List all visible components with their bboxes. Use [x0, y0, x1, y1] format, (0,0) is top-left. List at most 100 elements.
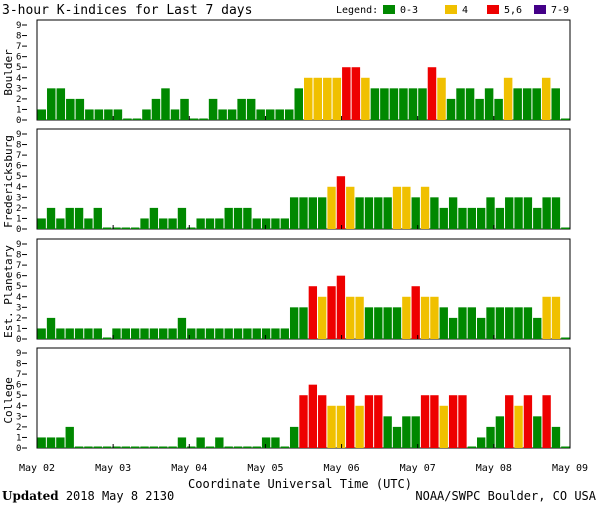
y-tick-label: 1 [16, 433, 21, 443]
k-bar [159, 218, 168, 229]
k-bar [318, 395, 327, 448]
k-bar [46, 317, 56, 339]
k-bar [84, 218, 93, 229]
k-bar [532, 88, 541, 120]
k-bar [196, 437, 205, 448]
k-bar [437, 77, 446, 120]
k-bar [131, 227, 140, 229]
k-bar [224, 446, 233, 448]
k-bar [327, 286, 336, 339]
k-bar [280, 446, 289, 448]
k-bar [476, 317, 486, 339]
k-bar [74, 328, 84, 339]
x-tick-label: May 04 [171, 463, 207, 474]
k-bar [551, 296, 561, 339]
y-tick-label: 8 [16, 360, 21, 370]
k-bar [505, 307, 514, 339]
k-bar [364, 395, 374, 448]
k-bar [522, 88, 532, 120]
k-bar [140, 446, 149, 448]
k-bar [561, 227, 570, 229]
k-bar [446, 98, 456, 120]
k-bar [467, 207, 476, 229]
k-bar [215, 328, 224, 339]
k-bar [252, 328, 261, 339]
k-bar [289, 426, 299, 448]
k-bar [418, 88, 427, 120]
k-bar [289, 197, 299, 229]
k-bar [177, 437, 187, 448]
legend-item-label: 7-9 [551, 5, 569, 16]
k-bar [261, 218, 271, 229]
k-bar [439, 405, 448, 448]
y-tick-label: 3 [16, 412, 21, 422]
k-bar [84, 328, 93, 339]
k-bar [168, 328, 177, 339]
k-bar [243, 207, 252, 229]
k-bar [46, 437, 56, 448]
k-bar [380, 88, 389, 120]
k-bar [131, 328, 140, 339]
k-bar [112, 328, 121, 339]
k-bar [551, 197, 561, 229]
k-bar [84, 446, 93, 448]
y-tick-label: 6 [16, 272, 21, 282]
y-tick-label: 5 [16, 63, 21, 73]
k-bar [523, 395, 533, 448]
k-bar [187, 446, 196, 448]
y-tick-label: 5 [16, 282, 21, 292]
k-bar [246, 98, 256, 120]
k-bar [327, 405, 336, 448]
k-bar [383, 197, 392, 229]
k-bar [280, 218, 289, 229]
k-bar [318, 197, 327, 229]
k-bar [392, 307, 402, 339]
k-bar [392, 426, 402, 448]
k-bar [208, 98, 218, 120]
x-tick-label: May 07 [400, 463, 436, 474]
x-tick-label: May 06 [324, 463, 360, 474]
y-tick-label: 4 [16, 402, 21, 412]
k-bar [355, 405, 364, 448]
k-bar [121, 227, 131, 229]
k-bar [513, 88, 522, 120]
k-bar [299, 197, 308, 229]
y-tick-label: 8 [16, 32, 21, 42]
footer-updated: Updated 2018 May 8 2130 [2, 489, 174, 503]
k-bar [514, 405, 523, 448]
k-bar [323, 77, 332, 120]
y-tick-label: 2 [16, 423, 21, 433]
k-bar [439, 307, 448, 339]
k-bar [542, 197, 551, 229]
k-bar [46, 207, 56, 229]
k-bar [93, 446, 102, 448]
k-bar [189, 118, 199, 120]
legend-item-label: 4 [462, 5, 468, 16]
k-bar [224, 328, 233, 339]
legend: Legend: 0-3 4 5,6 7-9 [336, 5, 569, 16]
k-bar [523, 307, 533, 339]
k-bar [430, 197, 439, 229]
k-bar [94, 109, 104, 120]
x-axis: May 02 May 03 May 04 May 05 May 06 May 07 May … [19, 463, 588, 474]
k-bar [486, 426, 495, 448]
y-tick-label: 2 [16, 204, 21, 214]
y-axis-label: Est. Planetary [2, 245, 15, 338]
k-bar [383, 416, 392, 448]
k-bar [142, 109, 151, 120]
k-bar [486, 197, 495, 229]
k-bar [439, 207, 448, 229]
k-bar [168, 218, 177, 229]
k-bar [37, 109, 47, 120]
k-bar [205, 218, 215, 229]
k-bar [370, 88, 380, 120]
y-tick-label: 5 [16, 172, 21, 182]
k-bar [430, 395, 439, 448]
k-bar [533, 207, 542, 229]
k-bar [233, 446, 243, 448]
k-bar [196, 218, 205, 229]
k-bar [551, 426, 561, 448]
